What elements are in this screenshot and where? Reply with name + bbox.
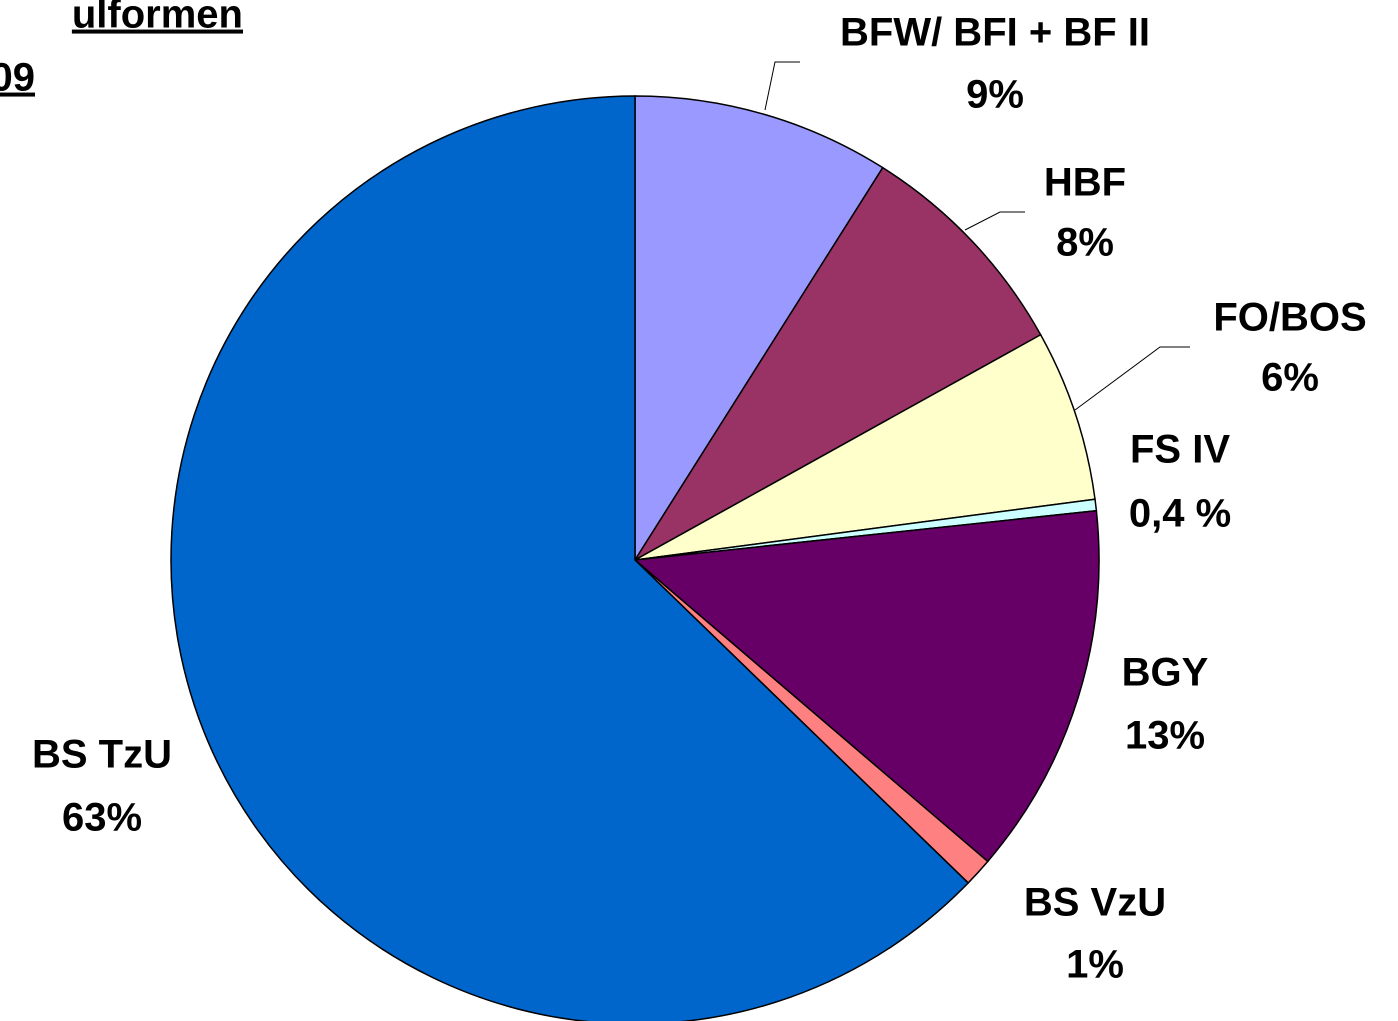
slice-label: HBF xyxy=(1044,161,1126,205)
slice-value-label: 8% xyxy=(1056,221,1114,265)
pie-slice xyxy=(634,166,1042,561)
slice-label: BS VzU xyxy=(1024,881,1166,925)
slice-value-label: 13% xyxy=(1125,714,1205,758)
slice-label: BS TzU xyxy=(32,733,172,777)
slice-label: BGY xyxy=(1122,651,1209,695)
leader-line xyxy=(1074,346,1190,411)
slice-value-label: 63% xyxy=(62,796,142,840)
slice-value-label: 1% xyxy=(1066,943,1124,987)
chart-title: ulformen xyxy=(72,0,243,37)
pie-slice xyxy=(170,95,970,1021)
pie-slice xyxy=(633,509,1100,863)
pie-slice xyxy=(634,333,1096,561)
slice-value-label: 0,4 % xyxy=(1129,492,1231,536)
slice-label: FS IV xyxy=(1130,428,1230,472)
slice-label: BFW/ BFI + BF II xyxy=(840,11,1150,55)
leader-line xyxy=(764,61,800,111)
slice-value-label: 9% xyxy=(966,73,1024,117)
chart-title: 09 xyxy=(0,56,35,100)
pie-slice xyxy=(634,95,884,563)
slice-value-label: 6% xyxy=(1261,356,1319,400)
slice-label: FO/BOS xyxy=(1213,296,1366,340)
leader-line xyxy=(964,211,1025,231)
